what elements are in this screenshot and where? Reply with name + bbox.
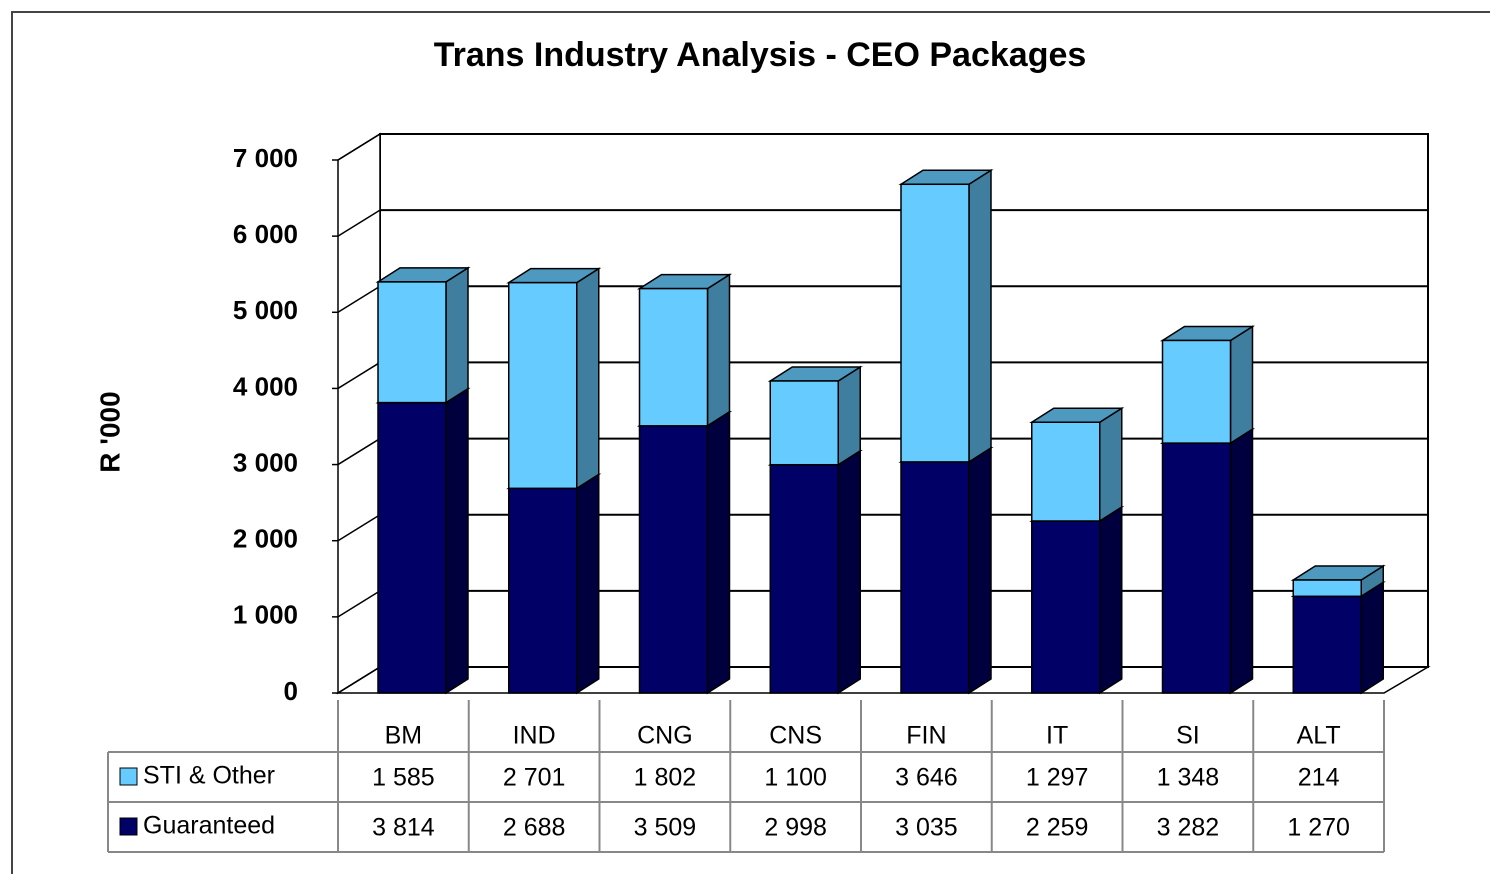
bar-side [968, 446, 992, 695]
grid-line-side [337, 133, 381, 161]
table-value: 2 701 [503, 764, 566, 792]
bar-side [576, 472, 600, 695]
bar [508, 487, 578, 694]
bar-side [706, 410, 731, 695]
table-value: 214 [1298, 764, 1340, 792]
table-value: 3 282 [1157, 814, 1220, 842]
y-tick-label: 4 000 [233, 371, 298, 401]
bar-side [445, 387, 469, 695]
bar-side [445, 266, 469, 404]
bar [1161, 339, 1232, 444]
x-tick-label: CNS [769, 722, 822, 750]
bar-side [837, 365, 861, 467]
bar [638, 287, 709, 427]
floor [335, 666, 1431, 694]
x-tick-label: IT [1046, 722, 1068, 750]
y-axis-label: R '000 [94, 391, 125, 472]
bar [769, 463, 839, 694]
bar-side [1229, 427, 1254, 695]
bar-side [968, 168, 992, 464]
table-value: 3 509 [634, 814, 697, 842]
bar-side [1229, 325, 1254, 445]
bar-side [576, 267, 600, 490]
y-tick-label: 5 000 [233, 295, 298, 325]
x-tick-label: FIN [906, 722, 946, 750]
table-value: 1 348 [1157, 764, 1220, 792]
y-tick-label: 7 000 [233, 143, 298, 173]
bar [377, 401, 447, 694]
y-tick-label: 2 000 [233, 524, 298, 554]
y-tick-label: 6 000 [233, 219, 298, 249]
side-wall [337, 132, 381, 695]
bar-side [1360, 580, 1384, 695]
table-value: 2 259 [1026, 814, 1089, 842]
table-value: 3 646 [895, 764, 958, 792]
grid-line-side [337, 361, 381, 390]
x-tick-label: BM [385, 722, 423, 750]
chart-title: Trans Industry Analysis - CEO Packages [434, 36, 1087, 74]
bar-side [706, 273, 731, 428]
grid-line-side [337, 285, 381, 313]
grid-line-side [337, 437, 381, 466]
bar [1161, 442, 1232, 694]
bar [769, 380, 839, 466]
table-value: 2 998 [764, 814, 827, 842]
bar-side [837, 449, 861, 695]
x-tick-label: ALT [1297, 722, 1341, 750]
bar [638, 425, 709, 694]
bar [1292, 595, 1362, 694]
bar [508, 281, 578, 490]
bar [1031, 520, 1101, 694]
table-value: 1 297 [1026, 764, 1089, 792]
grid-line-side [337, 666, 381, 694]
x-tick-label: IND [513, 722, 556, 750]
table-value: 1 270 [1287, 814, 1350, 842]
bar [1292, 579, 1362, 598]
table-value: 2 688 [503, 814, 566, 842]
grid-line-side [337, 209, 381, 237]
x-tick-label: SI [1176, 722, 1200, 750]
grid-line-side [337, 514, 381, 542]
legend-swatch [119, 817, 138, 836]
bar [900, 183, 970, 463]
bar [1031, 421, 1101, 522]
x-tick-label: CNG [637, 722, 693, 750]
y-tick-label: 3 000 [233, 447, 298, 477]
table-value: 1 585 [372, 764, 435, 792]
legend-label: Guaranteed [143, 812, 275, 840]
table-value: 1 100 [764, 764, 827, 792]
grid-line-side [337, 590, 381, 618]
bar-side [1099, 406, 1123, 523]
table-value: 1 802 [634, 764, 697, 792]
bar-side [1099, 505, 1123, 695]
bar [900, 461, 970, 694]
y-tick-label: 0 [284, 676, 298, 706]
bar [377, 281, 447, 404]
legend-swatch [119, 767, 138, 786]
y-tick-label: 1 000 [233, 600, 298, 630]
table-value: 3 035 [895, 814, 958, 842]
table-value: 3 814 [372, 814, 435, 842]
legend-label: STI & Other [143, 762, 275, 790]
frame [11, 11, 1490, 874]
